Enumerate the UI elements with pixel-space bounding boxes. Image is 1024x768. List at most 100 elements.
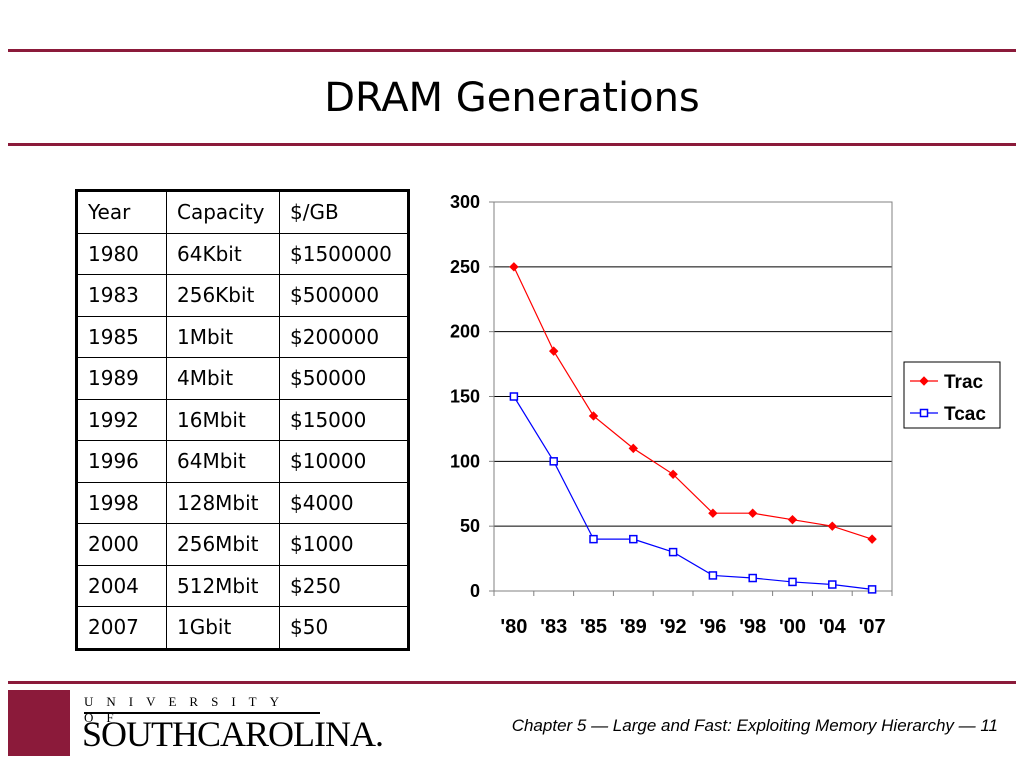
legend-entry-tcac: Tcac (910, 404, 986, 425)
table-row: 2007 1Gbit $50 (76, 606, 409, 650)
table-row: 1980 64Kbit $1500000 (76, 232, 409, 275)
table-cell: $4000 (279, 481, 409, 524)
table-cell: $250 (279, 564, 409, 607)
data-point (788, 577, 797, 587)
y-axis-ticks: 0 50 100 150 200 250 300 (450, 192, 494, 601)
table-cell: 1985 (76, 315, 167, 358)
table-cell: $500000 (279, 274, 409, 317)
data-point (628, 443, 639, 454)
top-rule (8, 49, 1016, 52)
chart-series (509, 262, 877, 594)
data-point (668, 469, 678, 480)
x-tick-label: '83 (540, 616, 567, 638)
data-point (867, 585, 877, 594)
table-cell: 1992 (76, 398, 167, 441)
y-tick-label: 50 (460, 516, 480, 536)
data-point (629, 534, 638, 544)
series-line-tcac (513, 396, 873, 590)
x-tick-label: '85 (580, 616, 607, 638)
table-cell: 512Mbit (166, 564, 280, 607)
data-point (828, 580, 837, 589)
legend-marker (919, 376, 929, 386)
series-line-trac (513, 266, 873, 540)
table-cell: $15000 (279, 398, 409, 441)
data-point (668, 547, 678, 557)
table-header-row: Year Capacity $/GB (76, 190, 409, 234)
table-cell: $1000 (279, 523, 409, 566)
dram-access-time-chart: 0 50 100 150 200 250 300 '80 '83 '85 '89 '92 '96 '98… (450, 192, 1001, 638)
y-tick-label: 150 (450, 387, 480, 407)
x-tick-label: '96 (699, 616, 726, 638)
data-point (509, 262, 519, 272)
table-cell: 1983 (76, 274, 167, 317)
table-row: 1985 1Mbit $200000 (76, 315, 409, 358)
series-tcac (509, 392, 877, 594)
table-row: 1998 128Mbit $4000 (76, 481, 409, 524)
footer-chapter-text: Chapter 5 — Large and Fast: Exploiting M… (511, 716, 998, 735)
table-cell: $50000 (279, 357, 409, 400)
table-cell: $50 (279, 606, 409, 650)
legend-entry-trac: Trac (910, 372, 984, 393)
table-cell: 2007 (76, 606, 167, 650)
table-header-cell: $/GB (279, 190, 409, 234)
x-tick-label: '00 (779, 616, 806, 638)
table-cell: 256Mbit (166, 523, 280, 566)
data-point (708, 571, 718, 580)
x-tick-label: '89 (620, 616, 647, 638)
y-tick-label: 200 (450, 322, 480, 342)
table-cell: 2000 (76, 523, 167, 566)
chart-gridlines (494, 266, 892, 527)
table-cell: 1Gbit (166, 606, 280, 650)
dram-table-body: Year Capacity $/GB 1980 64Kbit $1500000 1983 25… (76, 190, 409, 650)
table-cell: 2004 (76, 564, 167, 607)
x-tick-label: '07 (859, 616, 886, 638)
table-cell: $200000 (279, 315, 409, 358)
table-row: 1996 64Mbit $10000 (76, 440, 409, 483)
table-cell: 1980 (76, 232, 167, 275)
y-tick-label: 100 (450, 451, 480, 471)
chart-legend: Trac Tcac (903, 361, 1001, 429)
logo-name-text: SOUTHCAROLINA. (82, 714, 384, 754)
x-tick-label: '04 (819, 616, 847, 638)
table-row: 1983 256Kbit $500000 (76, 274, 409, 317)
university-logo: UNIVERSITY OF SOUTHCAROLINA. (8, 690, 384, 760)
x-tick-label: '98 (739, 616, 766, 638)
table-cell: 1996 (76, 440, 167, 483)
legend-label: Tcac (944, 404, 986, 425)
y-tick-label: 250 (450, 257, 480, 277)
title-underline-rule (8, 143, 1016, 146)
palmetto-seal-icon (8, 690, 70, 756)
x-axis-ticks: '80 '83 '85 '89 '92 '96 '98 '00 '04 '07 (493, 591, 893, 638)
data-point (787, 514, 798, 525)
data-point (548, 346, 559, 356)
table-cell: 16Mbit (166, 398, 280, 441)
legend-label: Trac (944, 372, 984, 393)
data-point (827, 521, 838, 531)
data-point (867, 534, 877, 544)
table-cell: $10000 (279, 440, 409, 483)
table-cell: 64Mbit (166, 440, 280, 483)
table-cell: 64Kbit (166, 232, 280, 275)
legend-marker (919, 408, 929, 418)
table-row: 2000 256Mbit $1000 (76, 523, 409, 566)
table-cell: 1Mbit (166, 315, 280, 358)
data-point (588, 411, 599, 421)
table-cell: $1500000 (279, 232, 409, 275)
table-header-cell: Year (76, 190, 167, 234)
data-point (509, 392, 519, 401)
table-row: 1992 16Mbit $15000 (76, 398, 409, 441)
data-point (589, 534, 598, 544)
data-point (708, 508, 718, 518)
slide-title: DRAM Generations (324, 75, 700, 121)
data-point (748, 573, 757, 583)
x-tick-label: '92 (660, 616, 687, 638)
footer-rule (8, 681, 1016, 684)
x-tick-label: '80 (500, 616, 527, 638)
table-cell: 4Mbit (166, 357, 280, 400)
table-cell: 1989 (76, 357, 167, 400)
table-cell: 128Mbit (166, 481, 280, 524)
table-cell: 256Kbit (166, 274, 280, 317)
data-point (747, 508, 758, 518)
table-row: 2004 512Mbit $250 (76, 564, 409, 607)
data-point (549, 457, 558, 466)
